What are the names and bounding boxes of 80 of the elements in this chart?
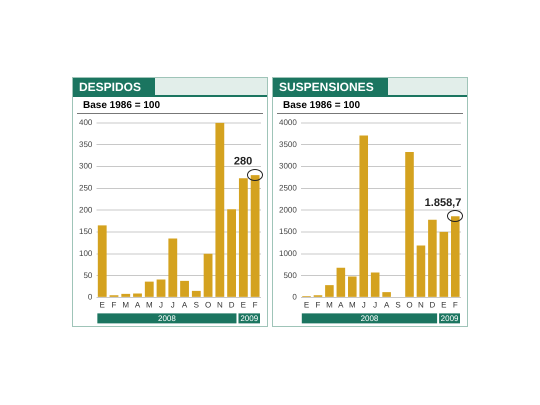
- bar: [238, 178, 248, 297]
- x-tick-label: D: [228, 300, 235, 310]
- bar: [359, 135, 368, 297]
- y-tick-label: 100: [78, 248, 93, 258]
- data-label: 1.858,7: [424, 196, 462, 209]
- bar: [180, 280, 189, 297]
- y-tick-label: 2500: [279, 183, 298, 192]
- x-tick-label: S: [194, 300, 199, 310]
- text: 2008: [360, 314, 379, 324]
- y-tick-label: 200: [78, 205, 93, 214]
- x-tick-label: J: [159, 300, 164, 310]
- x-tick-label: F: [316, 300, 321, 310]
- bar: [325, 285, 334, 297]
- bar: [370, 272, 380, 297]
- bar: [156, 280, 166, 297]
- bar: [204, 254, 212, 297]
- text: 2008: [158, 314, 176, 324]
- bar: [382, 292, 391, 297]
- bar: [121, 294, 130, 297]
- bar: [192, 290, 201, 297]
- x-tick-label: F: [452, 300, 458, 310]
- bar: [250, 175, 260, 297]
- y-tick-label: 2000: [279, 205, 298, 214]
- x-tick-label: A: [134, 300, 141, 310]
- bar: [133, 293, 142, 297]
- x-tick-label: O: [406, 300, 413, 310]
- y-tick-label: 300: [78, 162, 93, 171]
- x-tick-label: J: [373, 300, 378, 310]
- x-tick-label: M: [122, 300, 130, 310]
- x-tick-label: A: [182, 300, 188, 310]
- x-tick-label: F: [112, 300, 117, 310]
- y-tick-label: 400: [78, 118, 93, 128]
- y-tick-label: 500: [283, 270, 298, 280]
- y-tick-label: 250: [78, 183, 93, 192]
- data-label: 280: [234, 156, 252, 168]
- bar: [227, 209, 236, 297]
- bar: [144, 282, 154, 297]
- text: 2009: [440, 314, 460, 324]
- x-tick-label: E: [100, 300, 105, 310]
- bar: [336, 268, 346, 297]
- x-tick-label: N: [418, 300, 424, 310]
- x-tick-label: E: [240, 300, 246, 310]
- text: 2009: [240, 314, 259, 324]
- y-tick-label: 3500: [279, 140, 298, 149]
- y-tick-label: 4000: [279, 118, 298, 128]
- x-tick-label: D: [430, 300, 436, 310]
- bar: [348, 276, 357, 297]
- y-tick-label: 3000: [279, 162, 298, 171]
- x-tick-label: M: [326, 300, 334, 310]
- bar: [428, 220, 437, 297]
- x-tick-label: E: [441, 300, 447, 310]
- x-tick-label: J: [170, 300, 175, 310]
- chart-title: SUSPENSIONES: [273, 78, 388, 95]
- bar: [405, 152, 414, 297]
- bar: [215, 122, 224, 297]
- y-tick-label: 1000: [279, 248, 298, 258]
- x-tick-label: O: [204, 300, 212, 310]
- x-tick-label: M: [348, 300, 356, 310]
- chart-subtitle: Base 1986 = 100: [277, 97, 463, 114]
- y-tick-label: 50: [83, 270, 93, 280]
- x-tick-label: N: [216, 300, 223, 310]
- chart-title: DESPIDOS: [73, 78, 156, 95]
- bar: [98, 225, 107, 297]
- y-tick-label: 350: [78, 140, 93, 149]
- x-tick-label: A: [384, 300, 390, 310]
- x-tick-label: M: [146, 300, 153, 310]
- bar: [440, 232, 448, 297]
- chart-subtitle: Base 1986 = 100: [77, 97, 263, 114]
- x-tick-label: J: [362, 300, 366, 310]
- x-tick-label: E: [304, 300, 310, 310]
- y-tick-label: 0: [292, 292, 298, 302]
- bar: [168, 238, 178, 297]
- bar: [450, 216, 460, 297]
- x-tick-label: S: [395, 300, 401, 310]
- bar: [416, 245, 426, 297]
- y-tick-label: 150: [78, 227, 93, 236]
- y-tick-label: 1500: [279, 227, 298, 236]
- x-tick-label: F: [252, 300, 258, 310]
- x-tick-label: A: [338, 300, 344, 310]
- y-tick-label: 0: [88, 292, 93, 302]
